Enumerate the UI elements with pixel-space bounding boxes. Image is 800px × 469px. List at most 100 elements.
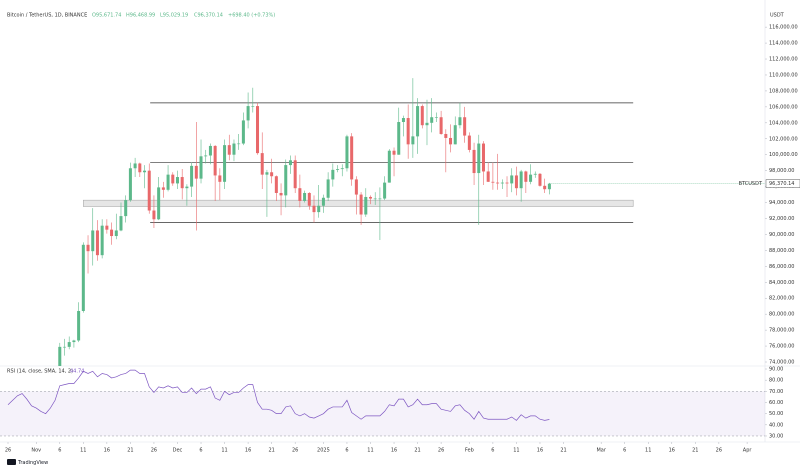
candle-body — [467, 135, 471, 150]
rsi-last-value: 44.74 — [70, 369, 84, 375]
candle-body — [256, 106, 260, 154]
candle-body — [481, 143, 485, 172]
candle-body — [383, 182, 387, 199]
candle-body — [463, 117, 467, 136]
candle-body — [86, 244, 90, 252]
candle-body — [416, 106, 420, 137]
candle-body — [119, 216, 123, 231]
candle-body — [175, 177, 179, 184]
y-tick-label: 102,000.00 — [769, 136, 798, 142]
candle-body — [312, 205, 316, 213]
y-tick-label: 116,000.00 — [769, 25, 798, 31]
candle-body — [472, 149, 476, 174]
candle-body — [81, 244, 85, 311]
x-tick-label: 11 — [80, 448, 86, 454]
x-tick-label: 26 — [716, 448, 722, 454]
candle-body — [397, 122, 401, 155]
candle-body — [519, 171, 523, 189]
candle-body — [265, 172, 269, 175]
x-tick-label: 6 — [345, 448, 348, 454]
candle-body — [298, 188, 302, 201]
rsi-y-tick-label: 30.00 — [769, 433, 783, 439]
candle-body — [336, 169, 340, 170]
candle-body — [223, 145, 227, 182]
candle-body — [110, 229, 114, 237]
candle-body — [406, 118, 410, 145]
x-tick-label: 11 — [645, 448, 651, 454]
candle-body — [279, 192, 283, 196]
candle-body — [152, 210, 156, 220]
x-tick-label: 21 — [414, 448, 420, 454]
candle-body — [208, 145, 212, 156]
candle-body — [95, 230, 99, 256]
candle-body — [260, 153, 264, 175]
candle-body — [486, 171, 490, 182]
candle-body — [378, 198, 382, 200]
y-tick-label: 84,000.00 — [769, 280, 794, 286]
x-tick-label: Feb — [465, 448, 474, 454]
x-tick-label: Nov — [31, 448, 41, 454]
x-tick-label: 16 — [104, 448, 110, 454]
x-tick-label: 6 — [199, 448, 202, 454]
x-tick-label: Apr — [743, 448, 753, 454]
x-tick-label: 26 — [151, 448, 157, 454]
y-tick-label: 74,000.00 — [769, 360, 794, 366]
candle-body — [477, 143, 481, 174]
x-tick-label: 21 — [560, 448, 566, 454]
rsi-line — [7, 369, 550, 421]
x-tick-label: 16 — [245, 448, 251, 454]
candle-body — [439, 117, 443, 134]
candle-body — [72, 340, 76, 343]
candle-body — [359, 194, 363, 215]
ohlc-label: C96,370.14 — [194, 13, 223, 19]
ohlc-label: H96,468.99 — [126, 13, 155, 19]
last-price-box — [765, 179, 800, 188]
candle-body — [354, 179, 358, 195]
x-tick-label: 11 — [513, 448, 519, 454]
support-zone — [83, 199, 634, 207]
chart-title: Bitcoin / TetherUS, 1D, BINANCE — [7, 13, 87, 19]
ohlc-label: L95,029.19 — [160, 13, 188, 19]
x-tick-label: Dec — [173, 448, 183, 454]
candle-body — [288, 160, 292, 166]
candle-body — [538, 173, 542, 186]
candle-body — [444, 133, 448, 138]
price-pane — [58, 78, 765, 366]
y-tick-label: 76,000.00 — [769, 344, 794, 350]
rsi-title: RSI (14, close, SMA, 14, 2) — [7, 369, 73, 375]
candle-body — [147, 170, 151, 211]
candle-body — [420, 106, 424, 126]
y-tick-label: 86,000.00 — [769, 264, 794, 270]
candle-body — [105, 225, 109, 230]
candle-body — [133, 163, 137, 169]
candle-body — [124, 200, 128, 217]
candle-body — [430, 117, 434, 123]
x-tick-label: 26 — [438, 448, 444, 454]
candle-body — [293, 160, 297, 189]
rsi-y-tick-label: 50.00 — [769, 411, 783, 417]
candle-body — [185, 186, 189, 189]
y-tick-label: 90,000.00 — [769, 232, 794, 238]
y-tick-label: 114,000.00 — [769, 41, 798, 47]
candle-body — [326, 179, 330, 198]
candle-body — [505, 182, 509, 184]
candle-body — [270, 172, 274, 177]
candle-body — [303, 192, 307, 201]
rsi-pane — [0, 369, 765, 437]
candle-body — [340, 168, 344, 170]
x-tick-label: 26 — [5, 448, 11, 454]
candle-body — [307, 192, 311, 206]
ohlc-label: +698.40 (+0.73%) — [228, 13, 275, 19]
x-tick-label: 26 — [292, 448, 298, 454]
rsi-y-tick-label: 90.00 — [769, 367, 783, 373]
candle-body — [218, 175, 222, 182]
candle-body — [213, 145, 217, 176]
candle-body — [100, 225, 104, 256]
y-tick-label: 88,000.00 — [769, 248, 794, 254]
x-tick-label: 16 — [537, 448, 543, 454]
candle-body — [190, 165, 194, 187]
currency-label: USDT — [770, 13, 785, 19]
candle-body — [533, 173, 537, 175]
